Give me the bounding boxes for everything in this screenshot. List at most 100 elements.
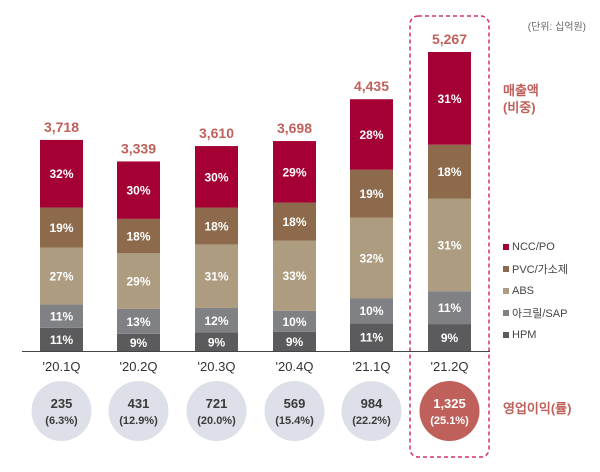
- profit-circle: [31, 381, 92, 441]
- profit-margin: (22.2%): [352, 415, 391, 427]
- segment-label: 18%: [126, 230, 150, 244]
- segment-label: 30%: [204, 170, 228, 184]
- bar-segment: [117, 161, 160, 219]
- bar-segment: [40, 207, 83, 248]
- bar-segment: [117, 218, 160, 254]
- segment-label: 19%: [49, 221, 73, 235]
- bar-segment: [40, 304, 83, 328]
- segment-label: 30%: [126, 184, 150, 198]
- segment-label: 32%: [49, 167, 73, 181]
- bar-segment: [40, 139, 83, 208]
- segment-label: 33%: [282, 269, 306, 283]
- profit-value: 984: [361, 396, 383, 411]
- total-label: 3,610: [199, 125, 234, 141]
- legend-swatch: [503, 288, 509, 294]
- bar-segment: [273, 331, 316, 351]
- total-label: 5,267: [432, 31, 467, 47]
- profit-circle: [186, 381, 247, 441]
- unit-note: (단위: 십억원): [527, 22, 586, 33]
- legend-label: NCC/PO: [512, 241, 555, 253]
- segment-label: 9%: [286, 335, 304, 349]
- bar-segment: [273, 202, 316, 241]
- segment-label: 10%: [359, 304, 383, 318]
- segment-label: 18%: [282, 215, 306, 229]
- legend-item: ABS: [503, 280, 568, 302]
- profit-circle: [108, 381, 169, 441]
- profit-value: 721: [206, 396, 228, 411]
- bar-segment: [428, 291, 471, 325]
- profit-circle: [264, 381, 325, 441]
- segment-label: 11%: [50, 310, 74, 324]
- segment-label: 10%: [282, 315, 306, 329]
- segment-label: 31%: [437, 92, 461, 106]
- x-tick-label: '20.3Q: [198, 359, 236, 374]
- segment-label: 11%: [50, 333, 74, 347]
- bar-segment: [428, 198, 471, 292]
- profit-margin: (15.4%): [275, 415, 314, 427]
- legend-swatch: [503, 310, 509, 316]
- bar-segment: [195, 332, 238, 351]
- segment-label: 29%: [282, 165, 306, 179]
- profit-margin: (12.9%): [119, 415, 158, 427]
- legend-label: HPM: [512, 329, 537, 341]
- segment-label: 28%: [359, 128, 383, 142]
- bar-segment: [117, 308, 160, 334]
- legend-label: PVC/가소제: [512, 264, 569, 276]
- legend-item: 아크릴/SAP: [503, 302, 568, 324]
- bar-segment: [40, 247, 83, 305]
- highlight-box: [409, 15, 490, 458]
- x-tick-label: '21.1Q: [353, 359, 391, 374]
- operating-profit-label: 영업이익(률): [503, 401, 572, 416]
- profit-value: 235: [51, 396, 73, 411]
- bar-segment: [273, 141, 316, 203]
- segment-label: 11%: [360, 331, 384, 345]
- bar-segment: [428, 324, 471, 351]
- segment-label: 31%: [204, 270, 228, 284]
- segment-label: 13%: [126, 315, 150, 329]
- segment-label: 32%: [359, 251, 383, 265]
- segment-label: 18%: [204, 219, 228, 233]
- total-label: 4,435: [354, 78, 389, 94]
- bar-segment: [350, 298, 393, 324]
- bar-segment: [117, 253, 160, 309]
- legend-swatch: [503, 244, 509, 250]
- segment-label: 29%: [126, 275, 150, 289]
- bar-segment: [428, 52, 471, 145]
- legend-item: PVC/가소제: [503, 258, 568, 280]
- x-tick-label: '20.1Q: [43, 359, 81, 374]
- segment-label: 12%: [204, 314, 228, 328]
- bar-segment: [350, 99, 393, 170]
- profit-value: 1,325: [433, 396, 466, 411]
- profit-value: 569: [284, 396, 306, 411]
- bar-segment: [195, 307, 238, 333]
- profit-circle: [419, 381, 480, 441]
- profit-margin: (20.0%): [197, 415, 236, 427]
- legend-swatch: [503, 266, 509, 272]
- profit-margin: (6.3%): [45, 415, 78, 427]
- bar-segment: [350, 217, 393, 299]
- total-label: 3,339: [121, 140, 156, 156]
- bar-segment: [195, 244, 238, 308]
- bar-segment: [195, 207, 238, 245]
- sales-label-line2: (비중): [503, 100, 536, 115]
- bar-segment: [40, 327, 83, 351]
- bar-segment: [117, 333, 160, 351]
- x-tick-label: '20.2Q: [120, 359, 158, 374]
- total-label: 3,718: [44, 119, 79, 135]
- legend-label: ABS: [512, 285, 535, 297]
- x-tick-label: '20.4Q: [276, 359, 314, 374]
- legend: NCC/PO PVC/가소제 ABS 아크릴/SAP HPM: [503, 236, 568, 346]
- segment-label: 9%: [208, 335, 226, 349]
- legend-item: HPM: [503, 324, 568, 346]
- sales-label: 매출액 (비중): [503, 82, 539, 116]
- profit-margin: (25.1%): [430, 415, 469, 427]
- segment-label: 27%: [49, 270, 73, 284]
- profit-value: 431: [128, 396, 150, 411]
- legend-swatch: [503, 332, 509, 338]
- x-tick-label: '21.2Q: [431, 359, 469, 374]
- sales-label-line1: 매출액: [503, 83, 539, 98]
- profit-circle: [341, 381, 402, 441]
- bar-segment: [273, 240, 316, 311]
